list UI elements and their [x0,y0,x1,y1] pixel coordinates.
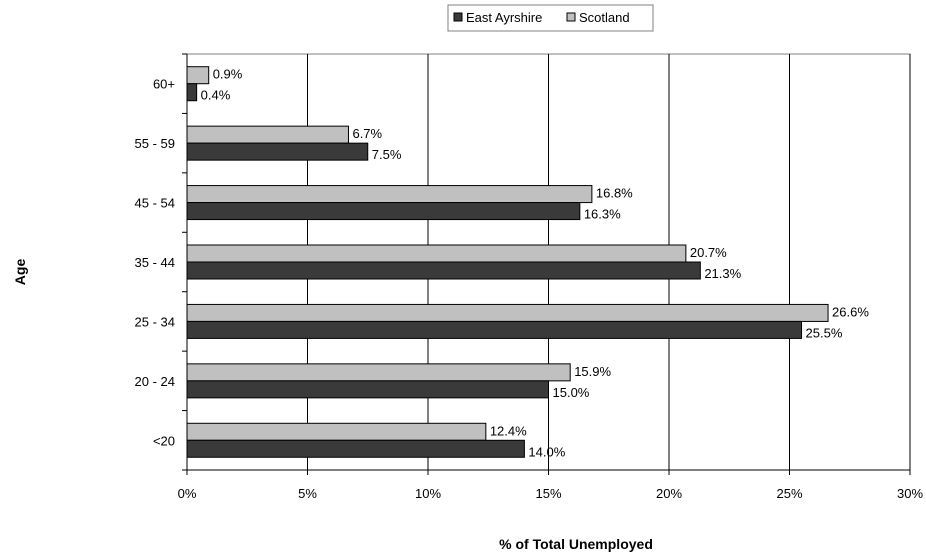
x-tick-label: 25% [776,486,802,501]
data-label-east-ayrshire: 0.4% [201,88,231,103]
y-tick-label: 55 - 59 [135,136,175,151]
bar-scotland [186,66,210,85]
data-label-east-ayrshire: 14.0% [528,444,565,459]
bar-east-ayrshire [186,380,549,399]
data-label-east-ayrshire: 7.5% [372,147,402,162]
axes: 0% 5% 10% 15% 20% 25% 30% <20 20 - 24 25 - 34 35 -… [135,53,923,501]
data-labels: 12.4%14.0% 15.9% 15.0% 26.6% 25.5% 20.7% 21.3%… [201,67,870,460]
data-label-scotland: 26.6% [832,304,869,319]
x-axis-title: % of Total Unemployed [499,536,653,552]
bar-east-ayrshire [186,202,581,221]
x-tick-label: 30% [897,486,923,501]
y-tick-label: 20 - 24 [135,374,175,389]
bar-scotland [186,125,349,144]
x-tick-label: 0% [178,486,197,501]
data-label-scotland: 12.4% [490,423,527,438]
y-tick-label: 60+ [153,77,175,92]
bar-scotland [186,244,687,263]
y-tick-label: 25 - 34 [135,314,175,329]
bar-east-ayrshire [186,142,369,161]
legend-swatch-scotland [566,12,576,22]
legend-swatch-east-ayrshire [453,12,463,22]
bar-scotland [186,303,829,322]
data-label-scotland: 15.9% [574,364,611,379]
data-label-scotland: 20.7% [690,245,727,260]
data-label-scotland: 16.8% [596,186,633,201]
bar-east-ayrshire [186,261,701,280]
bar-scotland [186,363,571,382]
legend-label-scotland: Scotland [579,10,630,25]
x-tick-label: 10% [415,486,441,501]
bars [186,66,829,458]
y-tick-label: 35 - 44 [135,255,175,270]
bar-east-ayrshire [186,83,198,102]
legend-label-east-ayrshire: East Ayrshire [466,10,542,25]
y-axis-title: Age [12,259,28,286]
legend-border [447,4,654,32]
bar-east-ayrshire [186,439,525,458]
y-tick-label: <20 [153,433,175,448]
data-label-scotland: 0.9% [213,67,243,82]
bar-scotland [186,422,487,441]
data-label-east-ayrshire: 21.3% [704,266,741,281]
x-tick-label: 5% [298,486,317,501]
x-tick-label: 15% [535,486,561,501]
bar-east-ayrshire [186,320,803,339]
x-tick-label: 20% [656,486,682,501]
bar-scotland [186,185,593,204]
data-label-scotland: 6.7% [352,126,382,141]
data-label-east-ayrshire: 25.5% [806,325,843,340]
y-tick-label: 45 - 54 [135,196,175,211]
data-label-east-ayrshire: 15.0% [553,385,590,400]
data-label-east-ayrshire: 16.3% [584,207,621,222]
legend: East Ayrshire Scotland [447,4,654,32]
